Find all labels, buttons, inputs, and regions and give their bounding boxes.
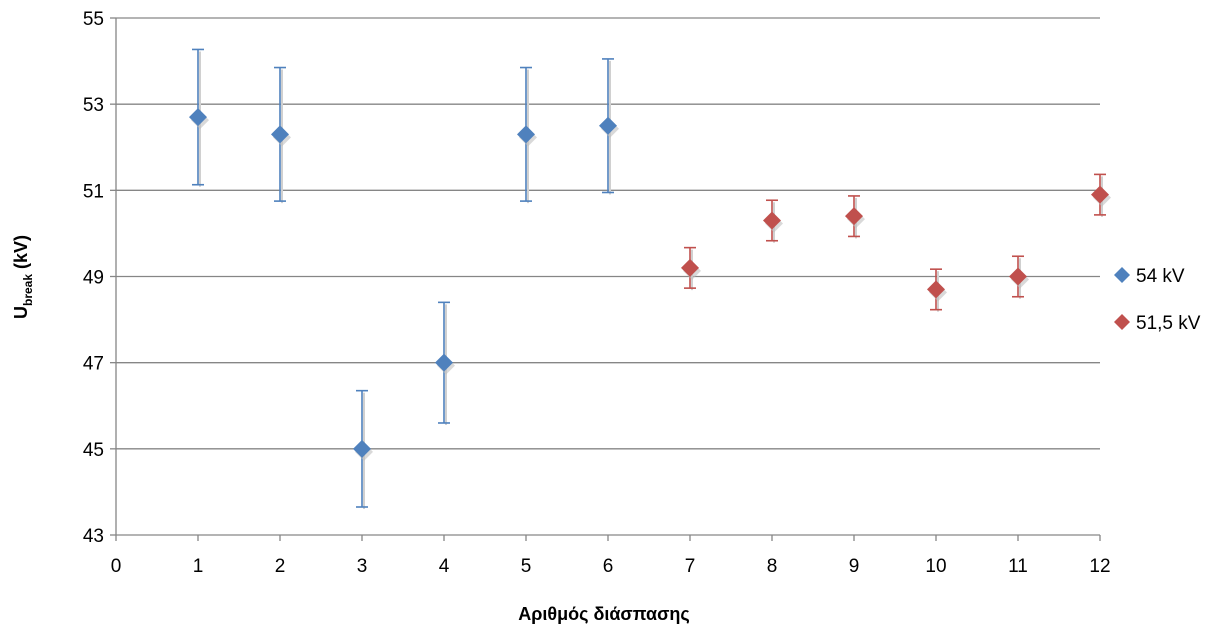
y-axis-title: Ubreak (kV) [11,235,35,319]
data-point [1091,185,1109,204]
y-axis-title-unit: (kV) [11,235,31,274]
x-tick-label: 2 [275,556,286,577]
y-tick-label: 49 [83,268,104,289]
data-point [763,211,781,230]
y-tick-label: 43 [83,526,104,547]
y-tick-label: 51 [83,181,104,202]
data-point [517,125,535,144]
data-markers [189,108,1111,461]
y-axis-title-main: U [11,306,31,319]
legend-label-51-5kv: 51,5 kV [1136,313,1201,334]
data-point [845,207,863,226]
legend-item-54kv: 54 kV [1114,266,1185,287]
axes [110,17,1101,541]
x-tick-label: 1 [193,556,204,577]
x-tick-label: 0 [111,556,122,577]
x-tick-label: 4 [439,556,450,577]
svg-text:Ubreak (kV): Ubreak (kV) [11,235,35,319]
error-bars [192,48,1106,509]
x-tick-label: 12 [1089,556,1110,577]
x-tick-label: 3 [357,556,368,577]
data-point [1009,267,1027,286]
y-tick-label: 45 [83,440,104,461]
x-tick-label: 8 [767,556,778,577]
data-point [271,125,289,144]
x-tick-label: 11 [1008,556,1028,577]
y-tick-label: 53 [83,95,104,116]
data-point [599,116,617,135]
y-tick-label: 47 [83,354,104,375]
x-tick-label: 6 [603,556,614,577]
x-tick-label: 10 [925,556,946,577]
data-point [927,280,945,299]
x-tick-label: 5 [521,556,532,577]
x-axis-title: Αριθμός διάσπασης [518,604,690,624]
legend: 54 kV 51,5 kV [1114,266,1201,334]
legend-marker-51-5kv [1114,314,1130,330]
data-point [435,353,453,372]
data-point [681,258,699,277]
data-point [353,439,371,458]
data-point [189,108,207,127]
y-tick-label: 55 [83,9,104,30]
y-axis-title-sub: break [21,274,35,306]
legend-label-54kv: 54 kV [1136,266,1185,287]
x-tick-label: 9 [849,556,860,577]
legend-marker-54kv [1114,267,1130,283]
legend-item-51-5kv: 51,5 kV [1114,313,1201,334]
x-tick-label: 7 [685,556,696,577]
